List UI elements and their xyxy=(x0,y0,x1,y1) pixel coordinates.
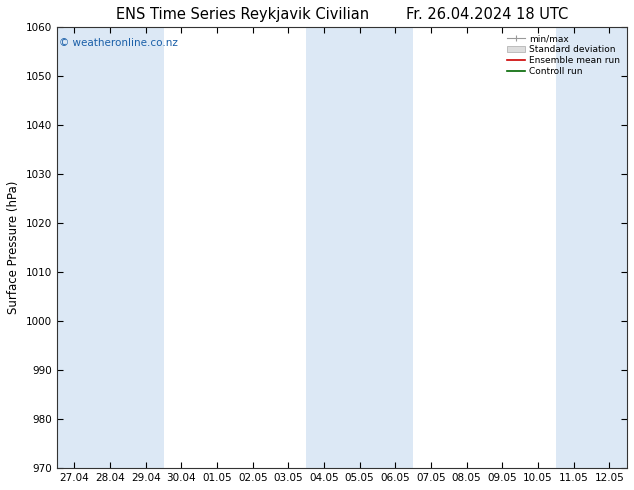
Y-axis label: Surface Pressure (hPa): Surface Pressure (hPa) xyxy=(7,181,20,315)
Bar xyxy=(56,27,164,468)
Text: © weatheronline.co.nz: © weatheronline.co.nz xyxy=(60,38,178,49)
Title: ENS Time Series Reykjavik Civilian        Fr. 26.04.2024 18 UTC: ENS Time Series Reykjavik Civilian Fr. 2… xyxy=(116,7,568,22)
Bar xyxy=(306,27,413,468)
Legend: min/max, Standard deviation, Ensemble mean run, Controll run: min/max, Standard deviation, Ensemble me… xyxy=(505,32,623,78)
Bar xyxy=(556,27,627,468)
